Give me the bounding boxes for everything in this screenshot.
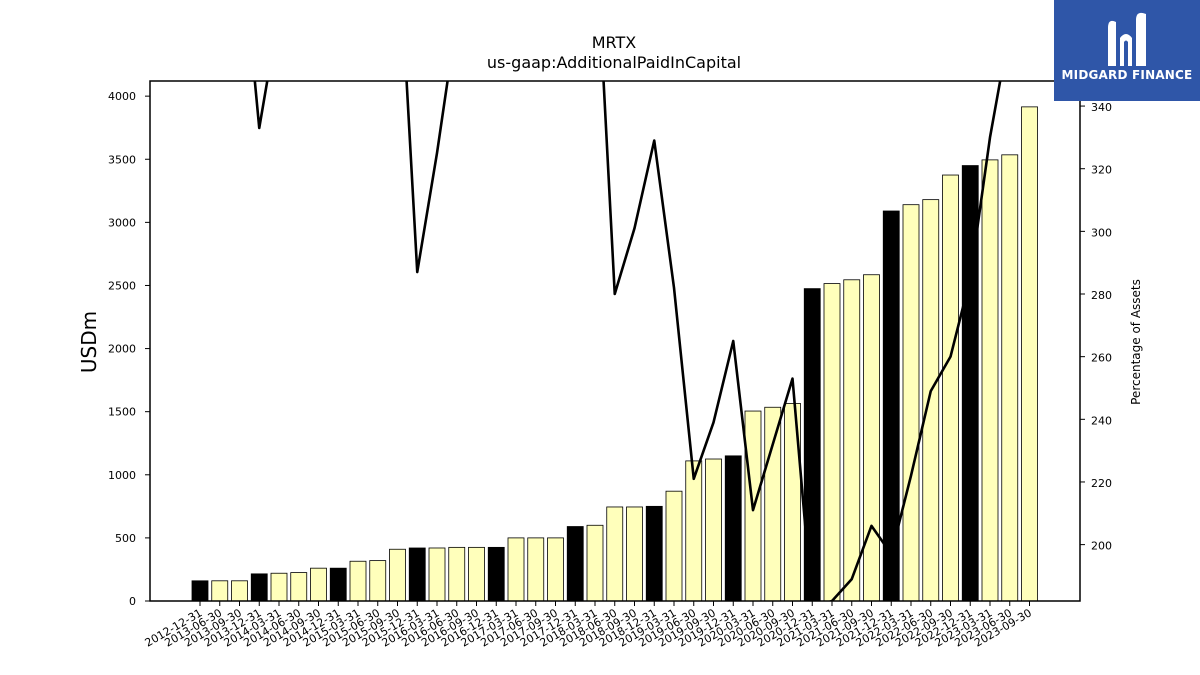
bar-2021-09-30 [863, 274, 880, 602]
bar-2015-03-31 [349, 560, 367, 602]
bar-2015-12-31 [408, 547, 426, 602]
bar-2018-09-30 [626, 506, 643, 602]
y2-tick-label: 320 [1091, 164, 1112, 177]
bar-2018-12-31 [645, 505, 663, 602]
bar-2023-06-30 [1001, 154, 1019, 602]
y-tick-label: 3500 [108, 153, 136, 166]
bar-2021-06-30 [843, 279, 861, 602]
bar-2014-06-30 [290, 572, 308, 602]
bar-2021-12-31 [882, 210, 900, 602]
bar-2019-12-31 [724, 455, 742, 602]
y-tick-label: 2000 [108, 343, 136, 356]
bar-2023-03-31 [981, 159, 999, 602]
bar-2016-06-30 [448, 546, 466, 602]
bar-2022-03-31 [902, 204, 920, 602]
bar-2016-09-30 [468, 546, 485, 602]
bar-2017-09-30 [547, 537, 564, 602]
y2-tick-label: 340 [1091, 101, 1112, 114]
bar-2014-03-31 [270, 572, 288, 602]
y2-axis: 200 220 240 260 280 300 320 340 [1080, 101, 1112, 553]
bar-2013-12-31 [250, 573, 268, 602]
bar-2019-03-31 [665, 490, 683, 602]
bar-2013-06-30 [211, 580, 229, 602]
bar-2015-09-30 [389, 548, 406, 602]
y2-axis-label: Percentage of Assets [1129, 279, 1143, 405]
bar-2022-09-30 [942, 174, 959, 602]
y2-tick-label: 280 [1091, 289, 1112, 302]
y-tick-label: 1000 [108, 469, 136, 482]
bar-2014-12-31 [329, 567, 347, 602]
y-tick-label: 1500 [108, 406, 136, 419]
bar-2022-06-30 [922, 199, 940, 602]
bar-2014-09-30 [310, 567, 327, 602]
bar-2018-03-31 [586, 524, 604, 602]
bar-2021-03-31 [823, 283, 841, 602]
bar-2016-03-31 [428, 547, 446, 602]
y2-tick-label: 260 [1091, 352, 1112, 365]
bar-2019-09-30 [705, 458, 722, 602]
line-series [253, 81, 1002, 601]
bar-2020-06-30 [764, 406, 782, 602]
bar-2017-12-31 [566, 526, 584, 602]
bar-2017-03-31 [507, 537, 525, 602]
bar-2019-06-30 [685, 460, 703, 602]
y-tick-label: 500 [115, 532, 136, 545]
y-tick-label: 2500 [108, 279, 136, 292]
bar-2012-12-31 [191, 580, 209, 602]
midgard-logo: MIDGARD FINANCE [1054, 0, 1200, 101]
y2-tick-label: 240 [1091, 414, 1112, 427]
x-axis: 2012-12-312013-06-302013-09-302013-12-31… [143, 601, 1034, 650]
bar-2017-06-30 [527, 537, 545, 602]
bar-2016-12-31 [487, 546, 505, 602]
y-tick-label: 0 [129, 595, 136, 608]
midgard-logo-icon [1108, 12, 1146, 66]
y-axis: 0 500 1000 1500 2000 2500 3000 3500 4000 [108, 90, 150, 608]
y2-tick-label: 300 [1091, 226, 1112, 239]
logo-text: MIDGARD FINANCE [1061, 68, 1193, 82]
bar-2023-09-30 [1021, 106, 1038, 602]
y-tick-label: 4000 [108, 90, 136, 103]
y-axis-label: USDm [77, 311, 101, 373]
y2-tick-label: 220 [1091, 477, 1112, 490]
percentage-line [253, 81, 1002, 601]
bar-series [191, 106, 1038, 602]
y2-tick-label: 200 [1091, 540, 1112, 553]
bar-2013-09-30 [231, 580, 248, 602]
chart-subtitle: us-gaap:AdditionalPaidInCapital [487, 53, 741, 72]
bar-2018-06-30 [606, 506, 624, 602]
chart-title: MRTX [592, 33, 637, 52]
bar-2015-06-30 [369, 560, 387, 602]
y-tick-label: 3000 [108, 216, 136, 229]
